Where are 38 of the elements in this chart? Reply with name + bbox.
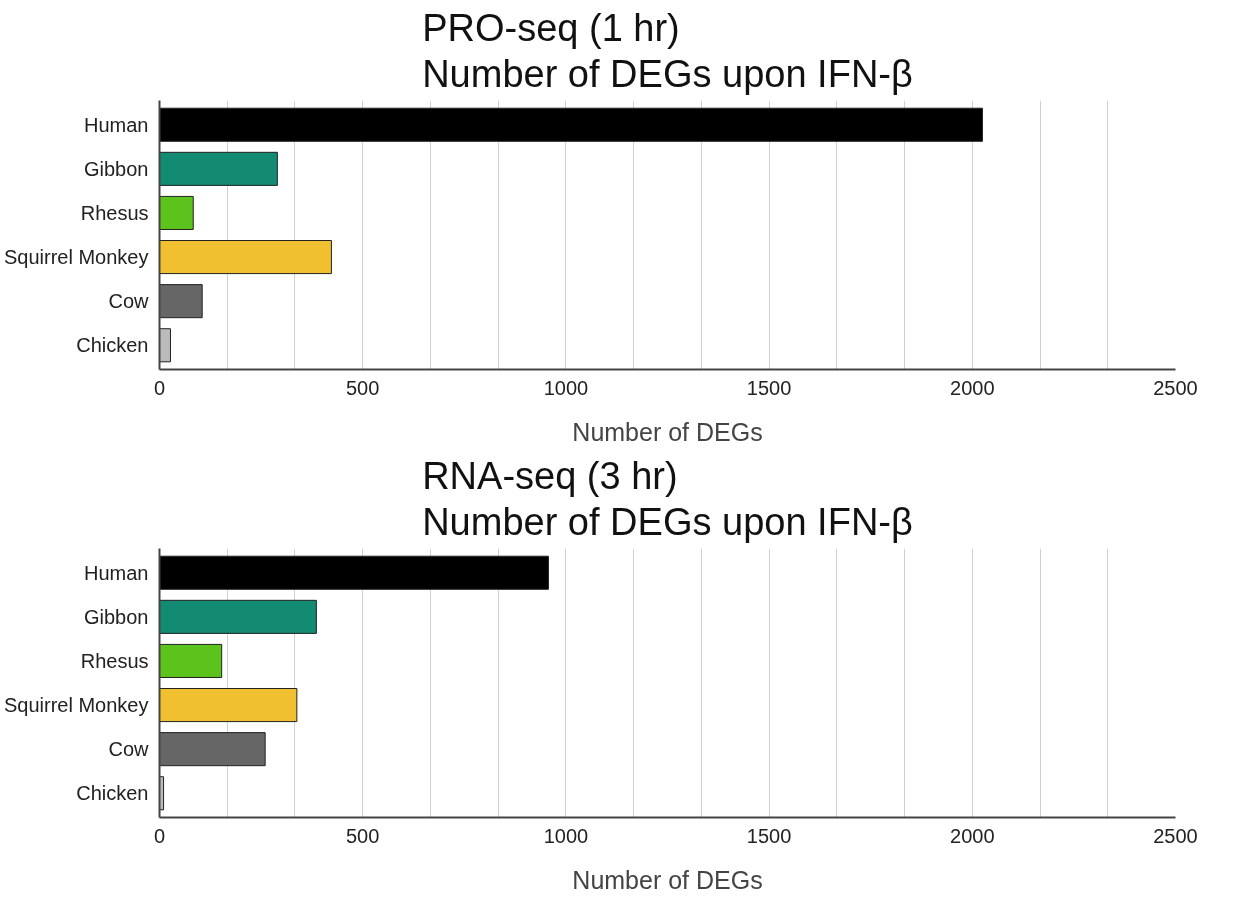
- x-tick-label: 0: [153, 376, 166, 399]
- y-tick-label: Gibbon: [84, 157, 149, 180]
- y-tick-label: Squirrel Monkey: [4, 694, 149, 717]
- x-tick-label: 2500: [1153, 376, 1198, 399]
- x-tick-label: 2000: [950, 824, 995, 847]
- x-tick-label: 1000: [543, 824, 589, 847]
- x-axis-title: Number of DEGs: [572, 865, 763, 894]
- x-tick-label: 1500: [746, 376, 792, 399]
- bar: [159, 555, 549, 590]
- chart-title: PRO-seq (1 hr) Number of DEGs upon IFN-β: [422, 7, 913, 96]
- bar: [159, 688, 298, 723]
- bar: [159, 643, 223, 678]
- y-tick-label: Human: [84, 561, 149, 584]
- y-tick-label: Human: [84, 113, 149, 136]
- bar: [159, 240, 332, 275]
- bar: [159, 195, 194, 230]
- x-tick-label: 2500: [1153, 824, 1198, 847]
- y-tick-label: Squirrel Monkey: [4, 246, 149, 269]
- bar: [159, 284, 203, 319]
- y-tick-label: Cow: [108, 290, 150, 313]
- bar: [159, 107, 983, 142]
- bar: [159, 151, 278, 186]
- y-tick-label: Rhesus: [80, 649, 149, 672]
- x-tick-label: 2000: [950, 376, 995, 399]
- chart-title: RNA-seq (3 hr) Number of DEGs upon IFN-β: [422, 455, 913, 544]
- x-tick-label: 1500: [746, 824, 792, 847]
- y-tick-label: Rhesus: [80, 201, 149, 224]
- bar: [159, 732, 266, 767]
- x-tick-label: 500: [346, 376, 380, 399]
- y-tick-label: Chicken: [76, 334, 149, 357]
- bar: [159, 599, 317, 634]
- y-tick-label: Gibbon: [84, 605, 149, 628]
- y-tick-label: Cow: [108, 738, 150, 761]
- x-tick-label: 0: [153, 824, 166, 847]
- x-axis-title: Number of DEGs: [572, 417, 763, 446]
- x-tick-label: 1000: [543, 376, 589, 399]
- x-tick-label: 500: [346, 824, 380, 847]
- y-tick-label: Chicken: [76, 782, 149, 805]
